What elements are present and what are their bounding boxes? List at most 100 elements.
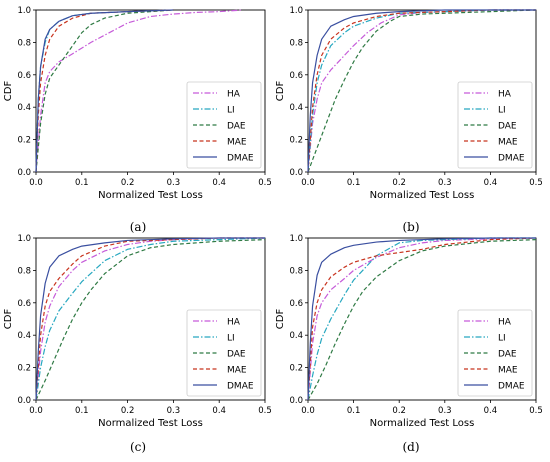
legend: HA LI DAE MAE DMAE — [457, 81, 533, 169]
legend-box — [186, 81, 262, 169]
chart-panel-2: 0.0 0.1 0.2 0.3 0.4 0.5 0.0 0.2 0.4 0.6 0.8 1.0 Norm… — [275, 6, 543, 234]
legend-label-dmae: DMAE — [227, 154, 254, 164]
y-axis-label: CDF — [3, 81, 14, 102]
x-tick-label: 0.3 — [438, 178, 452, 188]
legend-label-li: LI — [227, 106, 235, 116]
y-tick-label: 0.0 — [289, 168, 303, 178]
x-tick-label: 0.0 — [29, 178, 43, 188]
x-tick-label: 0.1 — [75, 406, 89, 416]
x-axis-label: Normalized Test Loss — [98, 418, 203, 429]
y-tick-label: 0.8 — [289, 266, 303, 276]
legend-label-dae: DAE — [227, 122, 246, 132]
legend-label-mae: MAE — [227, 366, 247, 376]
x-tick-label: 0.0 — [301, 406, 315, 416]
panel-caption: (a) — [130, 220, 147, 234]
legend-label-mae: MAE — [498, 366, 518, 376]
x-tick-label: 0.2 — [392, 178, 406, 188]
legend-label-mae: MAE — [498, 138, 518, 148]
legend-box — [457, 309, 533, 397]
series-line-mae — [307, 9, 536, 173]
panel-caption: (c) — [130, 440, 146, 454]
x-tick-label: 0.2 — [392, 406, 406, 416]
legend-box — [457, 81, 533, 169]
x-tick-label: 0.4 — [484, 178, 498, 188]
legend-label-dmae: DMAE — [498, 382, 525, 392]
series-line-dmae — [307, 9, 536, 173]
legend-label-ha: HA — [227, 318, 241, 328]
y-tick-label: 0.6 — [289, 299, 303, 309]
legend-label-li: LI — [227, 334, 235, 344]
x-tick-label: 0.3 — [167, 406, 181, 416]
y-tick-label: 1.0 — [17, 6, 31, 16]
legend-label-ha: HA — [498, 90, 512, 100]
legend-label-dae: DAE — [498, 122, 517, 132]
series-line-ha — [35, 9, 243, 173]
x-tick-label: 0.3 — [438, 406, 452, 416]
x-tick-label: 0.4 — [212, 178, 226, 188]
y-tick-label: 0.8 — [17, 38, 31, 48]
x-tick-label: 0.5 — [258, 406, 272, 416]
series-line-ha — [307, 237, 537, 401]
y-tick-label: 0.8 — [17, 266, 31, 276]
chart-panel-1: 0.0 0.1 0.2 0.3 0.4 0.5 0.0 0.2 0.4 0.6 0.8 1.0 Norm… — [3, 6, 272, 234]
y-tick-label: 0.4 — [289, 331, 303, 341]
legend-label-li: LI — [498, 334, 506, 344]
y-tick-label: 0.4 — [17, 103, 31, 113]
y-tick-label: 0.2 — [289, 364, 303, 374]
y-tick-label: 0.2 — [17, 136, 31, 146]
y-tick-label: 0.0 — [17, 396, 31, 406]
series-line-dmae — [35, 237, 265, 401]
x-tick-label: 0.4 — [484, 406, 498, 416]
panel-caption: (b) — [402, 220, 419, 234]
x-tick-label: 0.0 — [301, 178, 315, 188]
series-line-dae — [307, 239, 537, 401]
series-line-dae — [35, 9, 174, 173]
legend: HA LI DAE MAE DMAE — [186, 81, 262, 169]
legend-box — [186, 309, 262, 397]
x-axis-label: Normalized Test Loss — [370, 190, 475, 201]
x-tick-label: 0.1 — [75, 178, 89, 188]
y-tick-label: 0.8 — [289, 38, 303, 48]
legend-label-ha: HA — [227, 90, 241, 100]
y-tick-label: 0.6 — [17, 299, 31, 309]
x-tick-label: 0.5 — [258, 178, 272, 188]
y-tick-label: 0.2 — [289, 136, 303, 146]
y-tick-label: 0.2 — [17, 364, 31, 374]
legend-label-dae: DAE — [498, 350, 517, 360]
series-line-ha — [35, 237, 265, 401]
y-tick-label: 1.0 — [289, 234, 303, 244]
y-axis-label: CDF — [3, 309, 14, 330]
x-tick-label: 0.3 — [167, 178, 181, 188]
x-tick-label: 0.1 — [347, 406, 361, 416]
y-tick-label: 0.0 — [289, 396, 303, 406]
y-tick-label: 0.6 — [289, 71, 303, 81]
x-tick-label: 0.5 — [529, 406, 543, 416]
x-tick-label: 0.2 — [121, 406, 135, 416]
y-axis-label: CDF — [275, 309, 286, 330]
x-tick-label: 0.4 — [212, 406, 226, 416]
y-tick-label: 1.0 — [17, 234, 31, 244]
y-axis-label: CDF — [275, 81, 286, 102]
series-line-li — [307, 9, 536, 173]
panel-caption: (d) — [402, 440, 419, 454]
series-line-mae — [307, 237, 537, 401]
legend: HA LI DAE MAE DMAE — [457, 309, 533, 397]
series-line-dmae — [35, 9, 174, 173]
y-tick-label: 0.0 — [17, 168, 31, 178]
x-tick-label: 0.2 — [121, 178, 135, 188]
legend-label-dmae: DMAE — [498, 154, 525, 164]
legend-label-li: LI — [498, 106, 506, 116]
series-line-dae — [35, 239, 266, 401]
legend-label-mae: MAE — [227, 138, 247, 148]
y-tick-label: 0.4 — [289, 103, 303, 113]
x-axis-label: Normalized Test Loss — [370, 418, 475, 429]
legend-label-dae: DAE — [227, 350, 246, 360]
legend-label-ha: HA — [498, 318, 512, 328]
y-tick-label: 0.4 — [17, 331, 31, 341]
chart-panel-3: 0.0 0.1 0.2 0.3 0.4 0.5 0.0 0.2 0.4 0.6 0.8 1.0 Norm… — [3, 234, 272, 454]
series-line-mae — [35, 237, 265, 401]
chart-panel-4: 0.0 0.1 0.2 0.3 0.4 0.5 0.0 0.2 0.4 0.6 0.8 1.0 Norm… — [275, 234, 543, 454]
y-tick-label: 0.6 — [17, 71, 31, 81]
x-tick-label: 0.0 — [29, 406, 43, 416]
